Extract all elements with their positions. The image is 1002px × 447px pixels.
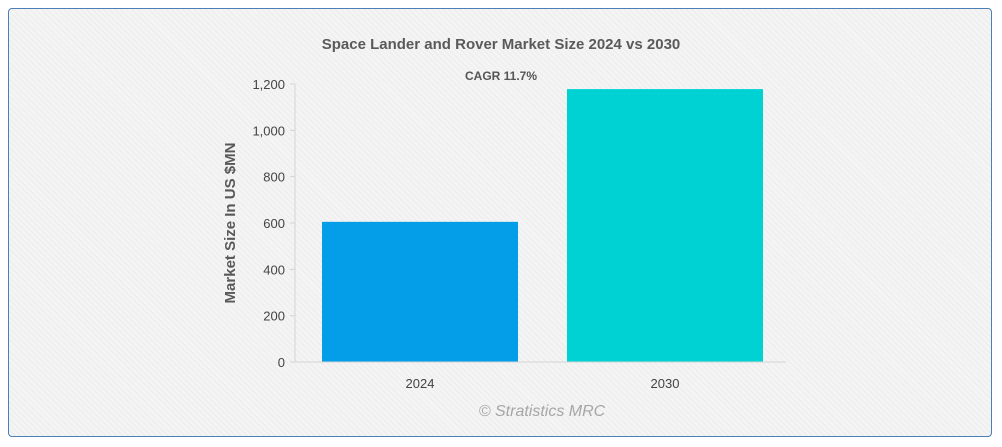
cagr-annotation: CAGR 11.7% — [465, 69, 537, 83]
x-tick-label: 2030 — [651, 376, 680, 391]
y-axis-ticks: 0 200 400 600 800 1,000 1,200 — [252, 77, 295, 370]
y-tick-label: 400 — [263, 262, 285, 277]
y-tick-label: 600 — [263, 216, 285, 231]
chart-title: Space Lander and Rover Market Size 2024 … — [322, 36, 681, 53]
x-axis-ticks: 2024 2030 — [406, 376, 680, 391]
bar-2030 — [567, 89, 763, 362]
bar-2024 — [322, 221, 518, 362]
y-tick-label: 1,000 — [252, 123, 285, 138]
y-tick-label: 800 — [263, 170, 285, 185]
y-tick-label: 0 — [278, 355, 285, 370]
y-tick-label: 1,200 — [252, 77, 285, 92]
y-axis-label: Market Size In US $MN — [222, 143, 239, 304]
x-tick-label: 2024 — [406, 376, 435, 391]
y-tick-label: 200 — [263, 309, 285, 324]
watermark: © Stratistics MRC — [479, 403, 606, 420]
bars — [322, 89, 763, 362]
